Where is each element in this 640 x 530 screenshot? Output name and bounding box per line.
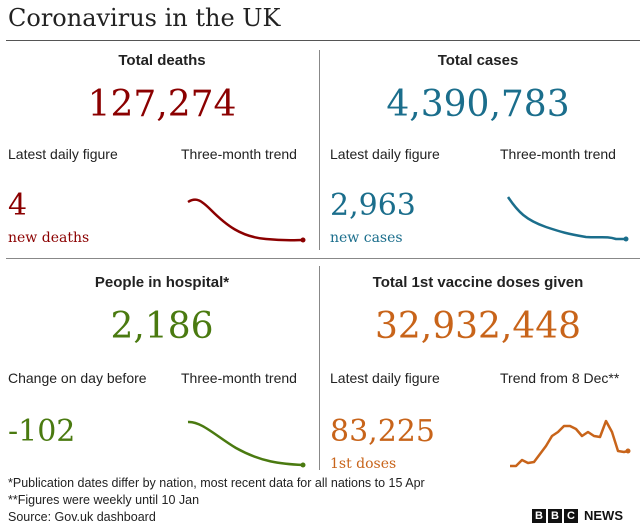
total-value: 2,186 — [110, 306, 214, 347]
total-value: 32,932,448 — [374, 306, 582, 347]
left-label: Latest daily figure — [330, 146, 440, 162]
vertical-divider-top — [319, 50, 320, 250]
daily-unit: 1st doses — [330, 456, 397, 472]
footnote-publication: *Publication dates differ by nation, mos… — [8, 476, 425, 490]
panel-people-in-hospital: People in hospital* 2,186 Change on day … — [6, 262, 318, 472]
total-value: 4,390,783 — [386, 84, 570, 125]
daily-value: 2,963 — [330, 188, 416, 223]
panel-title: Total deaths — [118, 52, 206, 69]
panel-total-deaths: Total deaths 127,274 Latest daily figure… — [6, 42, 318, 256]
panel-title: Total cases — [437, 52, 519, 69]
daily-unit: new deaths — [8, 230, 90, 246]
horizontal-divider — [6, 258, 640, 259]
hospital-trend-sparkline — [187, 420, 306, 468]
left-label: Change on day before — [8, 370, 147, 386]
right-label: Three-month trend — [181, 146, 297, 162]
logo-word: NEWS — [584, 508, 623, 523]
panel-title: Total 1st vaccine doses given — [372, 274, 584, 291]
total-value: 127,274 — [87, 84, 237, 125]
bbc-news-logo: B B C NEWS — [532, 508, 623, 523]
right-label: Three-month trend — [500, 146, 616, 162]
vaccine-trend-sparkline — [510, 419, 631, 468]
panel-title: People in hospital* — [94, 274, 230, 291]
logo-block: B — [548, 508, 562, 523]
daily-value: -102 — [8, 414, 76, 449]
right-label: Trend from 8 Dec** — [500, 370, 620, 386]
cases-trend-sparkline — [506, 196, 629, 242]
source-label: Source: Gov.uk dashboard — [8, 510, 156, 524]
panel-total-cases: Total cases 4,390,783 Latest daily figur… — [322, 42, 634, 256]
logo-block: C — [564, 508, 578, 523]
left-label: Latest daily figure — [330, 370, 440, 386]
page-title: Coronavirus in the UK — [8, 4, 281, 32]
vertical-divider-bottom — [319, 266, 320, 470]
right-label: Three-month trend — [181, 370, 297, 386]
daily-value: 83,225 — [330, 414, 435, 449]
title-rule — [6, 40, 640, 41]
daily-value: 4 — [8, 188, 28, 223]
panel-vaccine-doses: Total 1st vaccine doses given 32,932,448… — [322, 262, 634, 472]
daily-unit: new cases — [330, 230, 403, 246]
left-label: Latest daily figure — [8, 146, 118, 162]
logo-block: B — [532, 508, 546, 523]
deaths-trend-sparkline — [187, 198, 306, 243]
footnote-weekly: **Figures were weekly until 10 Jan — [8, 493, 200, 507]
